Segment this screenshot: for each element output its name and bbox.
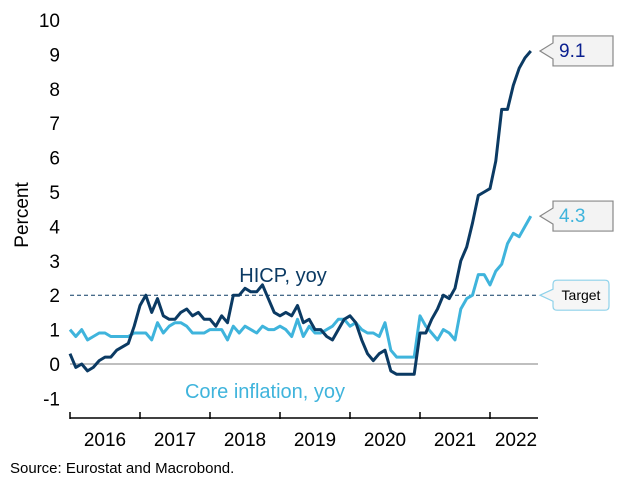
x-tick-label: 2021 (434, 430, 476, 451)
y-tick-label: 4 (49, 217, 60, 238)
x-tick-label: 2019 (294, 430, 336, 451)
core-end-label-box (538, 200, 614, 232)
x-tick-label: 2018 (224, 430, 266, 451)
x-tick-label: 2017 (154, 430, 196, 451)
y-tick-label: 7 (49, 114, 60, 135)
target-callout-box (538, 279, 610, 311)
y-tick-label: 6 (49, 149, 60, 170)
series-line-core-inflation (68, 215, 533, 359)
source-note: Source: Eurostat and Macrobond. (10, 460, 235, 477)
core-end-label: 4.3 (559, 206, 585, 227)
core-series-label: Core inflation, yoy (185, 381, 345, 403)
y-tick-label: 3 (49, 252, 60, 273)
target-label: Target (562, 287, 601, 303)
y-tick-label: 8 (49, 80, 60, 101)
hicp-end-label-box (538, 35, 614, 67)
y-tick-label: 10 (39, 11, 60, 32)
hicp-end-label: 9.1 (559, 41, 585, 62)
y-tick-label: 2 (49, 286, 60, 307)
x-tick-label: 2016 (84, 430, 126, 451)
y-tick-label: 1 (49, 321, 60, 342)
x-tick-label: 2020 (364, 430, 406, 451)
y-axis-label: Percent (12, 182, 33, 248)
hicp-series-label: HICP, yoy (239, 265, 326, 287)
series-line-hicp (68, 50, 532, 376)
y-tick-label: 5 (49, 183, 60, 204)
x-tick-label: 2022 (495, 430, 537, 451)
y-tick-label: 9 (49, 45, 60, 66)
y-tick-label: 0 (49, 355, 60, 376)
y-tick-label: -1 (43, 389, 60, 410)
